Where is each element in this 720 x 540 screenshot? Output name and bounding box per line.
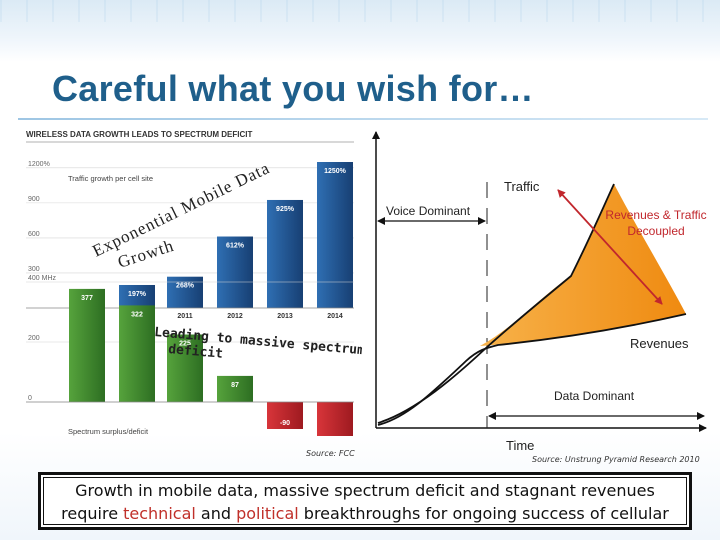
deficit-annotation-2: deficit (168, 342, 224, 362)
bottom-bar-value: 225 (179, 341, 191, 348)
time-axis-label: Time (506, 438, 534, 453)
panel-label-top: Traffic growth per cell site (68, 174, 153, 183)
x-tick-label: 2012 (227, 313, 243, 320)
caption-technical: technical (123, 504, 196, 523)
bottom-bar-value: 87 (231, 382, 239, 389)
y-tick-label: 1200% (28, 161, 50, 168)
revenues-label: Revenues (630, 336, 689, 351)
y-tick-label: 0 (28, 395, 32, 402)
source-pyramid: Source: Unstrung Pyramid Research 2010 (532, 455, 700, 464)
revenues-line (377, 313, 687, 426)
bottom-bar-value: 322 (131, 311, 143, 318)
x-tick-label: 2013 (277, 313, 293, 320)
traffic-label: Traffic (504, 179, 540, 194)
bottom-bar (217, 375, 253, 402)
caption-line-1: Growth in mobile data, massive spectrum … (75, 481, 655, 500)
source-fcc: Source: FCC (306, 449, 355, 458)
caption-line-2: require technical and political breakthr… (41, 502, 689, 525)
bottom-bar (69, 288, 105, 402)
decoupled-label-1: Revenues & Traffic (605, 208, 706, 222)
top-bar-value: 925% (276, 206, 295, 213)
y-tick-label: 600 (28, 231, 40, 238)
bottom-bar-value: 377 (81, 295, 93, 302)
spectrum-deficit-chart: WIRELESS DATA GROWTH LEADS TO SPECTRUM D… (22, 126, 362, 436)
y-tick-label: 400 MHz (28, 275, 57, 282)
caption-box: Growth in mobile data, massive spectrum … (38, 472, 692, 530)
top-bar-value: 197% (128, 291, 147, 298)
caption-line-2-pre: require (61, 504, 124, 523)
top-bar-value: 268% (176, 283, 195, 290)
top-bar (317, 162, 353, 308)
chart-title: WIRELESS DATA GROWTH LEADS TO SPECTRUM D… (26, 130, 252, 139)
caption-line-2-post: breakthroughs for ongoing success of cel… (298, 504, 669, 523)
traffic-revenue-chart: Traffic Revenues Revenues & Traffic Decoupl… (372, 131, 707, 453)
y-tick-label: 900 (28, 196, 40, 203)
panel-label-bottom: Spectrum surplus/deficit (68, 427, 149, 436)
slide-title: Careful what you wish for… (52, 68, 534, 109)
x-tick-label: 2011 (177, 313, 192, 320)
top-bar (217, 236, 253, 308)
voice-dominant-label: Voice Dominant (386, 204, 471, 218)
y-tick-label: 200 (28, 335, 40, 342)
caption-political: political (236, 504, 299, 523)
bottom-bar-value: -90 (280, 420, 290, 427)
title-divider (18, 118, 708, 120)
bottom-bar (119, 305, 155, 402)
top-decoration-band (0, 0, 720, 62)
top-bar-value: 612% (226, 243, 245, 250)
top-bar-value: 1250% (324, 168, 347, 175)
top-bar (119, 284, 155, 308)
decoupling-arrow (557, 189, 663, 305)
data-dominant-label: Data Dominant (554, 389, 635, 403)
caption-line-2-mid: and (195, 504, 237, 523)
top-bar (267, 199, 303, 308)
x-tick-label: 2014 (327, 313, 343, 320)
bottom-bar (317, 402, 353, 436)
bottom-bar (167, 334, 203, 402)
decoupled-label-2: Decoupled (627, 224, 684, 238)
top-bar (167, 276, 203, 308)
y-tick-label: 300 (28, 266, 40, 273)
bottom-bar (267, 402, 303, 429)
